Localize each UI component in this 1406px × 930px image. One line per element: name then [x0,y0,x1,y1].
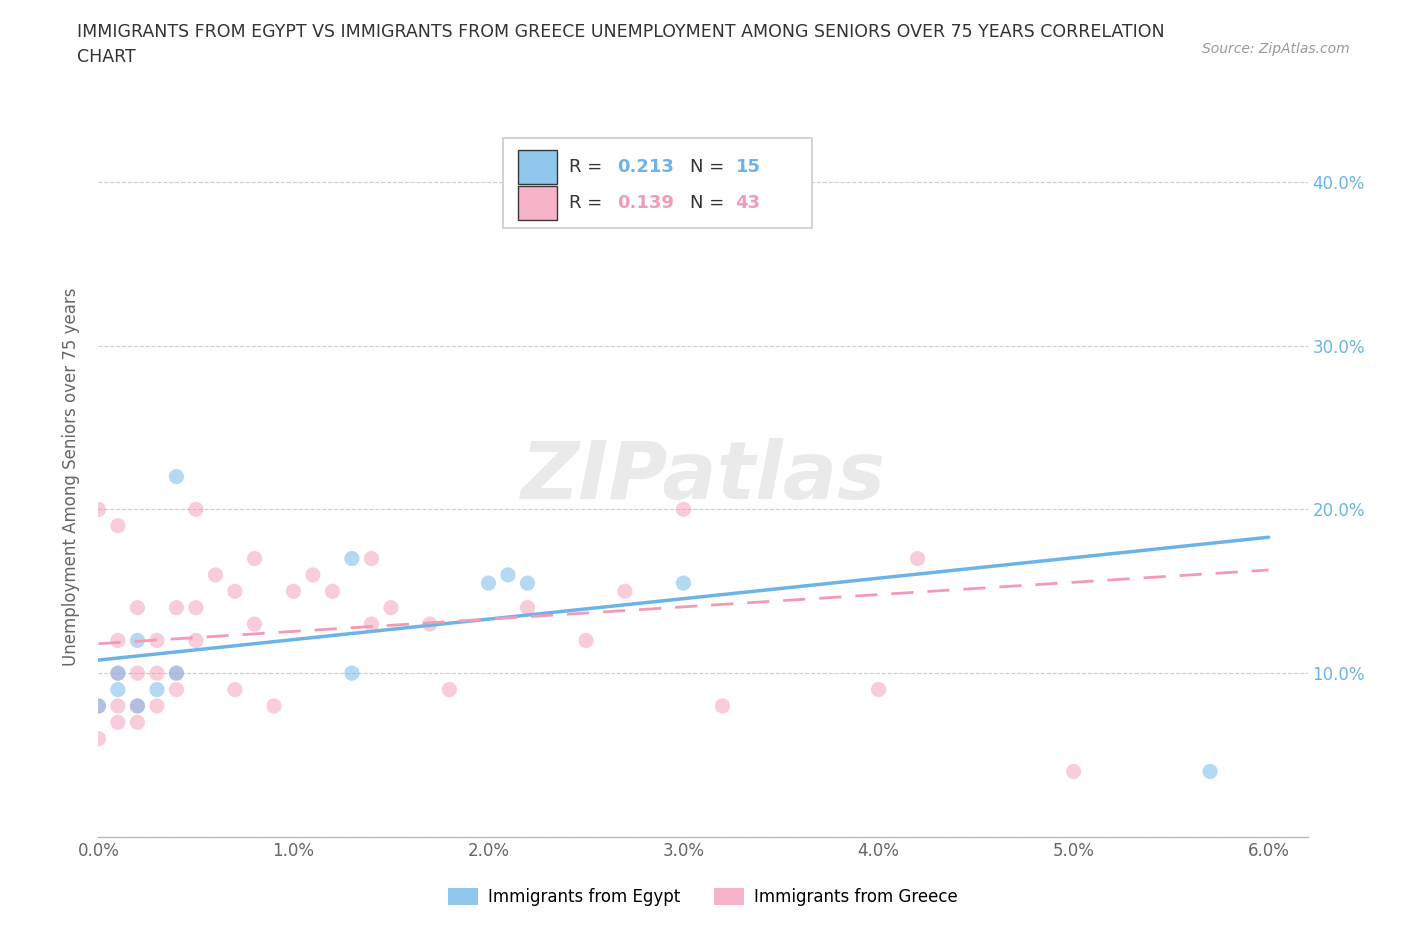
Point [360,551,382,566]
Point [127,698,149,713]
Point [477,576,499,591]
Point [107,698,129,713]
Point [1063,764,1085,779]
Point [146,666,169,681]
Point [340,666,363,681]
Point [302,567,325,582]
Y-axis label: Unemployment Among Seniors over 75 years: Unemployment Among Seniors over 75 years [62,287,80,666]
Point [419,617,441,631]
FancyBboxPatch shape [517,150,557,184]
Point [184,502,207,517]
Point [380,600,402,615]
Point [127,698,149,713]
Point [107,666,129,681]
Point [224,584,246,599]
Point [165,469,187,484]
Point [87,502,110,517]
Point [127,666,149,681]
Point [146,682,169,697]
Text: ZIPatlas: ZIPatlas [520,438,886,515]
Point [165,666,187,681]
Point [711,698,734,713]
Text: N =: N = [690,158,730,176]
Point [107,715,129,730]
Point [243,617,266,631]
Point [127,600,149,615]
Point [127,715,149,730]
Text: 0.213: 0.213 [617,158,673,176]
Point [107,518,129,533]
Point [146,698,169,713]
Point [516,576,538,591]
Point [868,682,890,697]
Point [204,567,226,582]
Point [360,617,382,631]
Point [165,600,187,615]
Point [263,698,285,713]
Point [184,600,207,615]
Point [672,576,695,591]
Point [87,698,110,713]
Point [87,698,110,713]
Text: IMMIGRANTS FROM EGYPT VS IMMIGRANTS FROM GREECE UNEMPLOYMENT AMONG SENIORS OVER : IMMIGRANTS FROM EGYPT VS IMMIGRANTS FROM… [77,23,1166,66]
Point [614,584,637,599]
Point [907,551,929,566]
Text: Source: ZipAtlas.com: Source: ZipAtlas.com [1202,42,1350,56]
Point [224,682,246,697]
Point [321,584,343,599]
FancyBboxPatch shape [503,138,811,228]
Point [87,731,110,746]
Point [107,682,129,697]
Text: 43: 43 [735,193,761,212]
Text: 0.139: 0.139 [617,193,673,212]
Text: 15: 15 [735,158,761,176]
Point [575,633,598,648]
Point [107,666,129,681]
Point [127,633,149,648]
Point [107,633,129,648]
Text: R =: R = [569,193,607,212]
Text: R =: R = [569,158,607,176]
Legend: Immigrants from Egypt, Immigrants from Greece: Immigrants from Egypt, Immigrants from G… [441,881,965,912]
Point [283,584,305,599]
Point [516,600,538,615]
Point [165,666,187,681]
Point [1199,764,1222,779]
Text: N =: N = [690,193,730,212]
Point [672,502,695,517]
Point [496,567,519,582]
Point [243,551,266,566]
Point [146,633,169,648]
Point [439,682,461,697]
FancyBboxPatch shape [517,186,557,219]
Point [184,633,207,648]
Point [340,551,363,566]
Point [165,682,187,697]
